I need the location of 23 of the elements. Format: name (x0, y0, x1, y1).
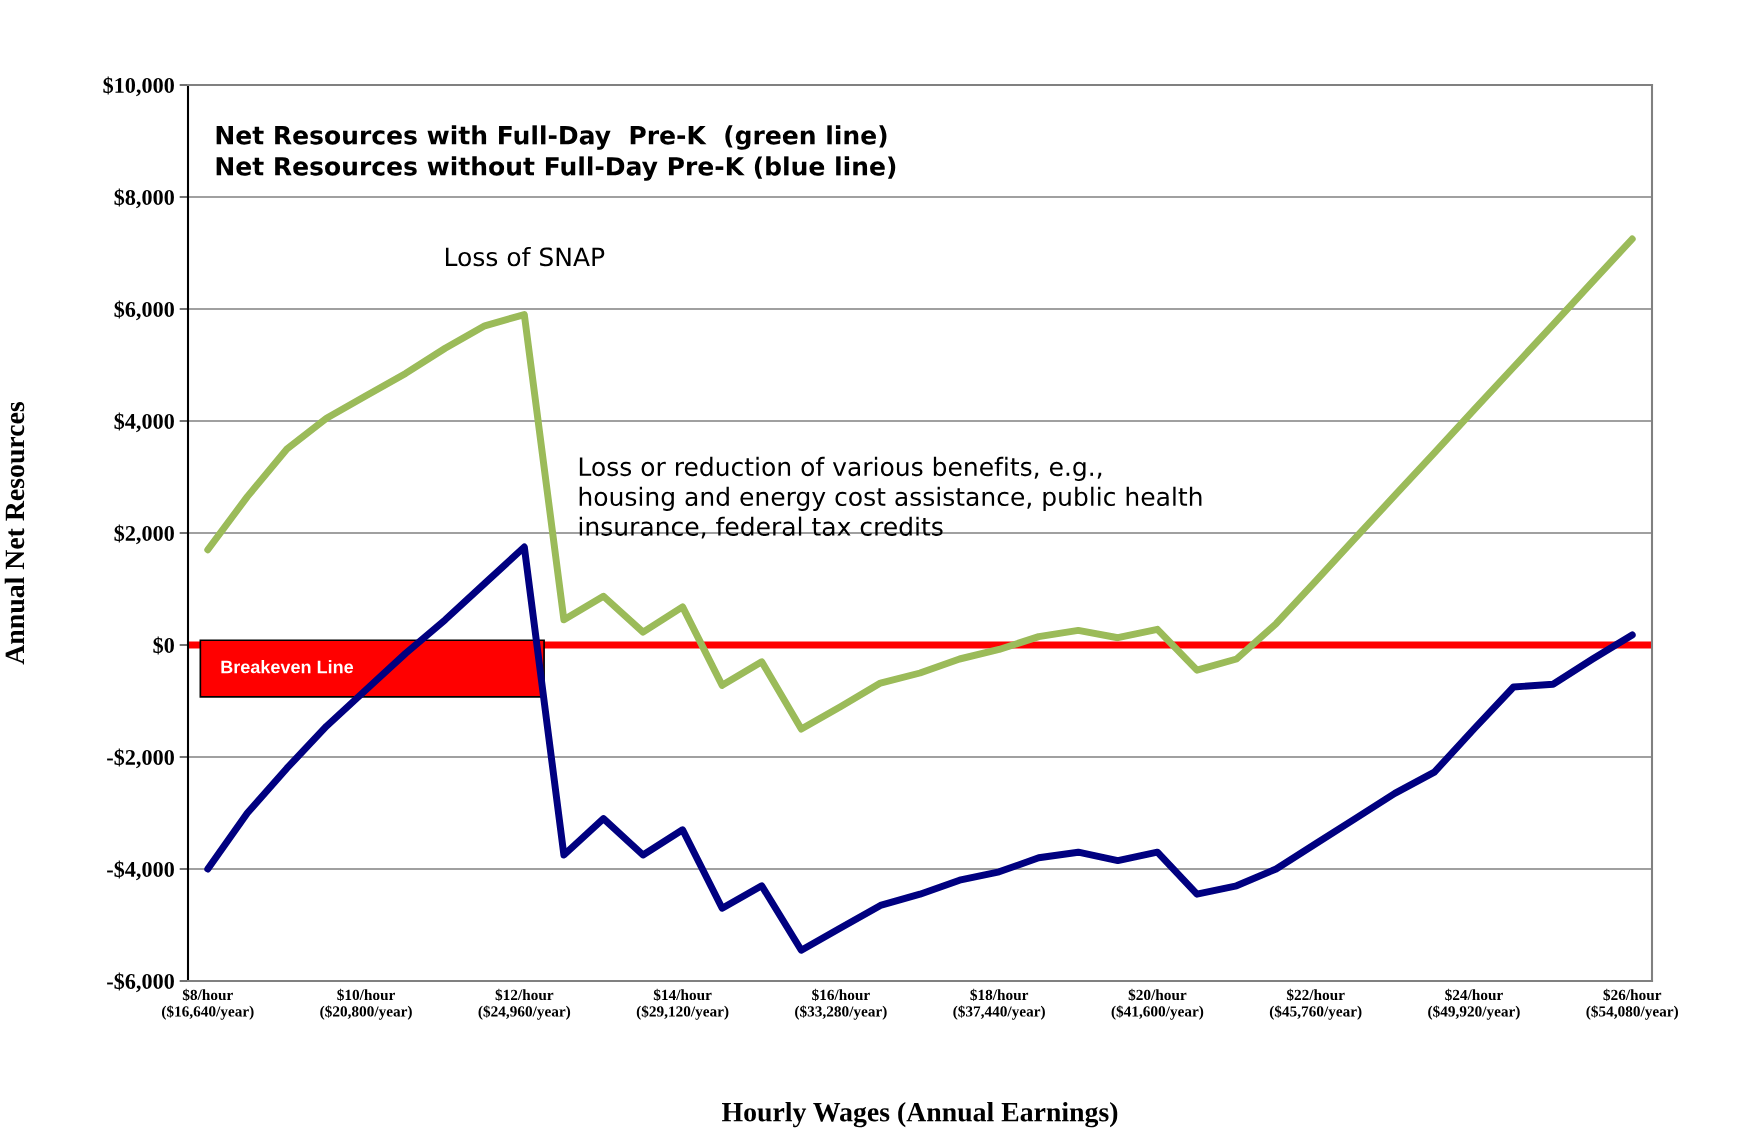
y-tick-label: $10,000 (103, 76, 174, 97)
ref-line-label: Breakeven Line (221, 660, 354, 674)
x-tick-label: $20/hour ($41,600/year) (1111, 988, 1204, 1020)
y-tick-label: $0 (153, 636, 174, 655)
y-tick-label: $4,000 (114, 412, 174, 433)
y-axis-title: Annual Net Resources (4, 401, 25, 665)
x-tick-label: $24/hour ($49,920/year) (1428, 988, 1520, 1020)
x-axis-title: Hourly Wages (Annual Earnings) (721, 1101, 1118, 1128)
y-tick-label: -$2,000 (107, 748, 174, 769)
x-tick-label: $18/hour ($37,440/year) (953, 988, 1045, 1020)
x-tick-label: $14/hour ($29,120/year) (636, 988, 729, 1020)
x-tick-label: $26/hour ($54,080/year) (1586, 988, 1678, 1020)
y-tick-label: $6,000 (114, 300, 174, 321)
annotation: Loss of SNAP (445, 246, 605, 267)
x-tick-label: $22/hour ($45,760/year) (1269, 988, 1362, 1020)
annotation: Loss or reduction of various benefits, e.g., housing and energy cost assistance, public health insurance, federal tax credits (579, 456, 1202, 539)
x-tick-label: $12/hour ($24,960/year) (478, 988, 571, 1020)
y-tick-label: -$4,000 (107, 860, 174, 881)
y-tick-label: $2,000 (114, 524, 174, 545)
x-tick-label: $16/hour ($33,280/year) (795, 988, 887, 1020)
y-tick-label: $8,000 (114, 188, 174, 209)
x-tick-label: $10/hour ($20,800/year) (320, 988, 412, 1020)
text: Net Resources with Full-Day Pre-K (green line) Net Resources without Full-Day Pre-K (blue line) (216, 125, 896, 181)
